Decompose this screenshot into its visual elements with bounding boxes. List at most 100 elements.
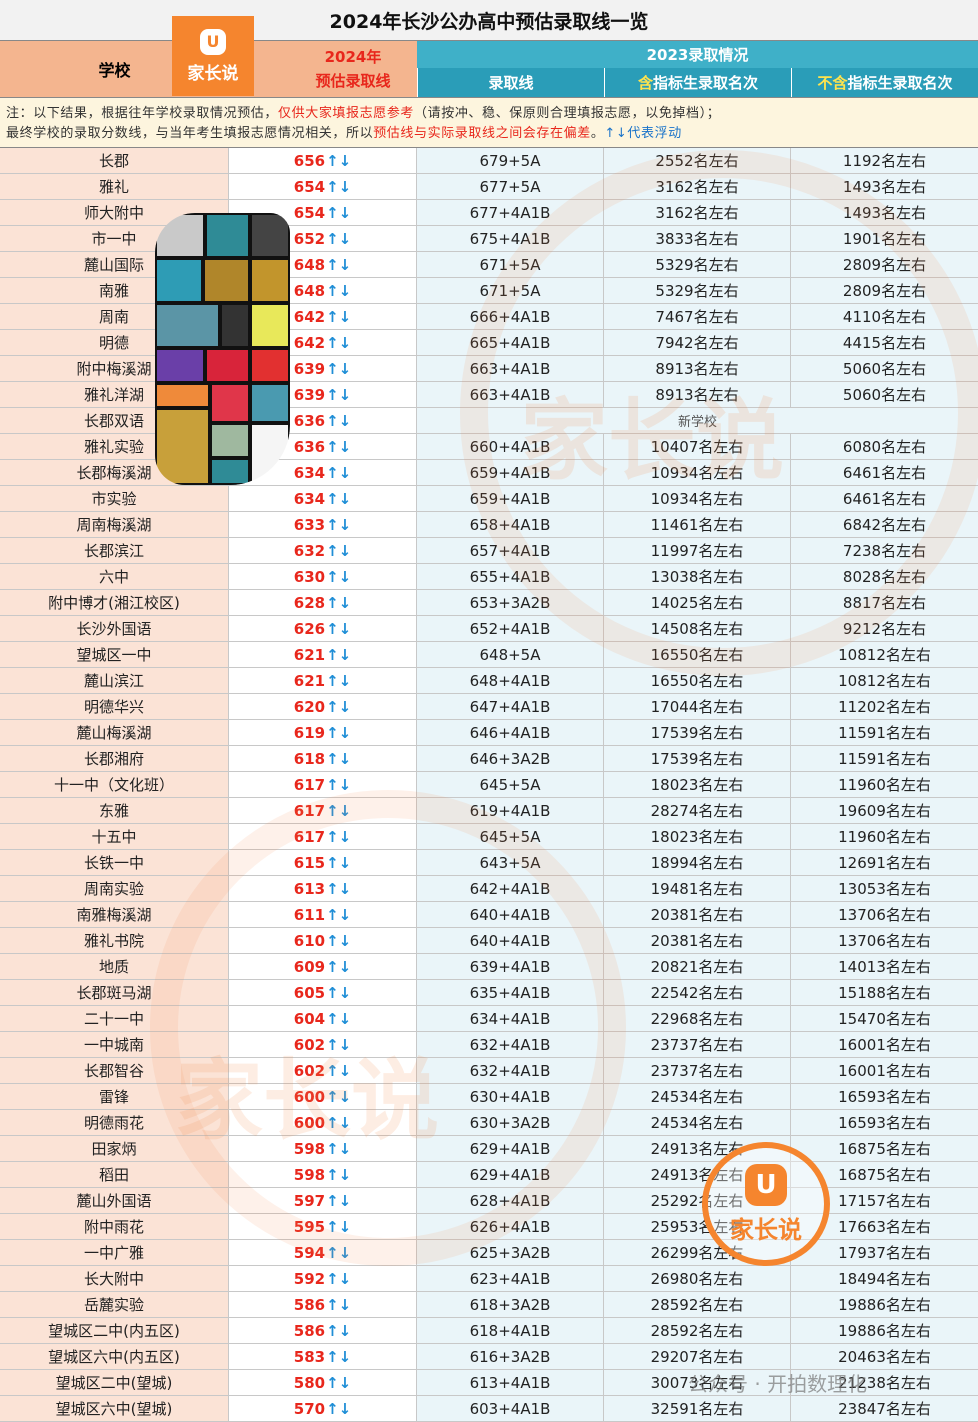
estimate-value: 620 [293, 697, 326, 716]
school-cell: 麓山梅溪湖 [0, 720, 229, 745]
estimate-value: 632 [293, 541, 326, 560]
header-estimate-year: 2024年 [324, 48, 382, 66]
excl-rank-cell: 19609名左右 [791, 798, 978, 823]
float-arrows-icon: ↑↓ [326, 385, 352, 404]
table-row: 稻田 598 ↑↓ 629+4A1B 24913名左右 16875名左右 [0, 1162, 978, 1188]
table-row: 望城区二中(内五区) 586 ↑↓ 618+4A1B 28592名左右 19886名左右 [0, 1318, 978, 1344]
excl-rank-cell: 8028名左右 [791, 564, 978, 589]
excl-rank-cell: 23847名左右 [791, 1396, 978, 1421]
table-row: 雅礼 654 ↑↓ 677+5A 3162名左右 1493名左右 [0, 174, 978, 200]
school-cell: 雅礼书院 [0, 928, 229, 953]
estimate-value: 630 [293, 567, 326, 586]
excl-rank-cell: 11960名左右 [791, 772, 978, 797]
school-cell: 长郡滨江 [0, 538, 229, 563]
excl-rank-cell: 6461名左右 [791, 460, 978, 485]
excl-rank-cell: 12691名左右 [791, 850, 978, 875]
line-2023-cell: 675+4A1B [417, 226, 604, 251]
line-2023-cell: 663+4A1B [417, 382, 604, 407]
estimate-value: 633 [293, 515, 326, 534]
line-2023-cell: 645+5A [417, 772, 604, 797]
excl-rank-cell: 1901名左右 [791, 226, 978, 251]
float-arrows-icon: ↑↓ [326, 229, 352, 248]
school-cell: 明德华兴 [0, 694, 229, 719]
incl-rank-cell: 8913名左右 [604, 382, 791, 407]
incl-rank-cell: 22542名左右 [604, 980, 791, 1005]
estimate-cell: 604 ↑↓ [229, 1006, 417, 1031]
line-2023-cell: 645+5A [417, 824, 604, 849]
float-arrows-icon: ↑↓ [326, 1347, 352, 1366]
estimate-cell: 615 ↑↓ [229, 850, 417, 875]
incl-rank-cell: 24534名左右 [604, 1110, 791, 1135]
estimate-cell: 609 ↑↓ [229, 954, 417, 979]
estimate-value: 617 [293, 775, 326, 794]
estimate-cell: 633 ↑↓ [229, 512, 417, 537]
float-arrows-icon: ↑↓ [326, 489, 352, 508]
table-row: 麓山国际 648 ↑↓ 671+5A 5329名左右 2809名左右 [0, 252, 978, 278]
excl-rank-cell: 18494名左右 [791, 1266, 978, 1291]
incl-rank-cell: 22968名左右 [604, 1006, 791, 1031]
estimate-value: 642 [293, 307, 326, 326]
note-part-3: （请按冲、稳、保原则合理填报志愿，以免掉档）； [414, 106, 721, 121]
header-excl-rest: 指标生录取名次 [847, 74, 953, 92]
float-arrows-icon: ↑↓ [326, 671, 352, 690]
float-arrows-icon: ↑↓ [326, 957, 352, 976]
line-2023-cell: 659+4A1B [417, 486, 604, 511]
estimate-cell: 621 ↑↓ [229, 642, 417, 667]
float-arrows-icon: ↑↓ [326, 177, 352, 196]
line-2023-cell: 642+4A1B [417, 876, 604, 901]
excl-rank-cell: 13053名左右 [791, 876, 978, 901]
table-row: 一中城南 602 ↑↓ 632+4A1B 23737名左右 16001名左右 [0, 1032, 978, 1058]
excl-rank-cell: 11202名左右 [791, 694, 978, 719]
float-arrows-icon: ↑↓ [326, 593, 352, 612]
table-row: 长铁一中 615 ↑↓ 643+5A 18994名左右 12691名左右 [0, 850, 978, 876]
incl-rank-cell: 14508名左右 [604, 616, 791, 641]
line-2023-cell: 648+4A1B [417, 668, 604, 693]
float-arrows-icon: ↑↓ [326, 1139, 352, 1158]
excl-rank-cell: 10812名左右 [791, 668, 978, 693]
float-arrows-icon: ↑↓ [326, 931, 352, 950]
incl-rank-cell: 14025名左右 [604, 590, 791, 615]
school-cell: 地质 [0, 954, 229, 979]
table-row: 六中 630 ↑↓ 655+4A1B 13038名左右 8028名左右 [0, 564, 978, 590]
excl-rank-cell: 6842名左右 [791, 512, 978, 537]
estimate-value: 636 [293, 437, 326, 456]
line-2023-cell: 616+3A2B [417, 1344, 604, 1369]
excl-rank-cell: 1493名左右 [791, 174, 978, 199]
table-row: 望城区一中 621 ↑↓ 648+5A 16550名左右 10812名左右 [0, 642, 978, 668]
float-arrows-icon: ↑↓ [326, 905, 352, 924]
excl-rank-cell: 15470名左右 [791, 1006, 978, 1031]
table-row: 附中梅溪湖 639 ↑↓ 663+4A1B 8913名左右 5060名左右 [0, 356, 978, 382]
note-part-2: 仅供大家填报志愿参考 [278, 106, 415, 121]
table-row: 市一中 652 ↑↓ 675+4A1B 3833名左右 1901名左右 [0, 226, 978, 252]
estimate-value: 586 [293, 1295, 326, 1314]
table-row: 雅礼洋湖 639 ↑↓ 663+4A1B 8913名左右 5060名左右 [0, 382, 978, 408]
new-school-cell: 新学校 [417, 408, 978, 433]
estimate-cell: 632 ↑↓ [229, 538, 417, 563]
table-row: 望城区六中(望城) 570 ↑↓ 603+4A1B 32591名左右 23847名左右 [0, 1396, 978, 1422]
estimate-cell: 594 ↑↓ [229, 1240, 417, 1265]
table-row: 东雅 617 ↑↓ 619+4A1B 28274名左右 19609名左右 [0, 798, 978, 824]
table-row: 周南 642 ↑↓ 666+4A1B 7467名左右 4110名左右 [0, 304, 978, 330]
note-banner: 注：以下结果，根据往年学校录取情况预估，仅供大家填报志愿参考（请按冲、稳、保原则… [0, 97, 978, 148]
excl-rank-cell: 15188名左右 [791, 980, 978, 1005]
account-watermark: 公众号 · 开拍数理化 [688, 1372, 868, 1396]
line-2023-cell: 677+5A [417, 174, 604, 199]
estimate-value: 600 [293, 1087, 326, 1106]
header-2023-group: 2023录取情况 录取线 含指标生录取名次 不含 指标生录取名次 [417, 41, 978, 97]
float-arrows-icon: ↑↓ [326, 775, 352, 794]
line-2023-cell: 647+4A1B [417, 694, 604, 719]
estimate-value: 615 [293, 853, 326, 872]
incl-rank-cell: 24534名左右 [604, 1084, 791, 1109]
estimate-cell: 617 ↑↓ [229, 798, 417, 823]
estimate-value: 595 [293, 1217, 326, 1236]
estimate-cell: 600 ↑↓ [229, 1084, 417, 1109]
score-table: 长郡 656 ↑↓ 679+5A 2552名左右 1192名左右 雅礼 654 ↑↓ 677+5A… [0, 148, 978, 1422]
table-row: 师大附中 654 ↑↓ 677+4A1B 3162名左右 1493名左右 [0, 200, 978, 226]
table-row: 明德雨花 600 ↑↓ 630+3A2B 24534名左右 16593名左右 [0, 1110, 978, 1136]
incl-rank-cell: 30073名左右 [604, 1370, 791, 1395]
school-cell: 周南实验 [0, 876, 229, 901]
incl-rank-cell: 23737名左右 [604, 1058, 791, 1083]
line-2023-cell: 652+4A1B [417, 616, 604, 641]
school-cell: 六中 [0, 564, 229, 589]
estimate-cell: 583 ↑↓ [229, 1344, 417, 1369]
